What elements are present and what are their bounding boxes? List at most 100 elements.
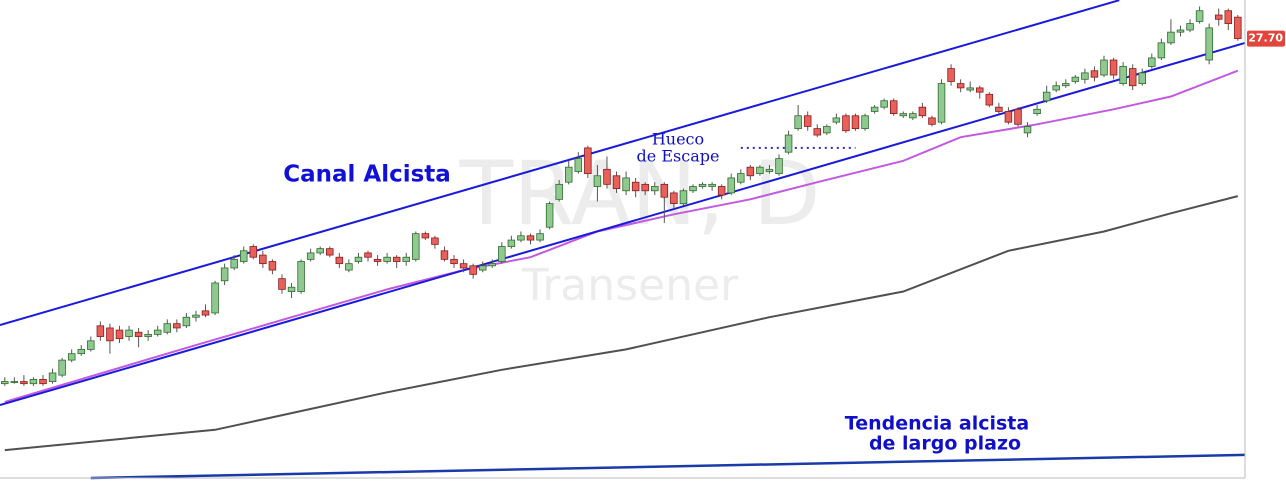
candle-body (144, 333, 152, 337)
candle-body (670, 192, 678, 205)
candle-body (1062, 83, 1070, 87)
candle-body (851, 115, 860, 130)
candle-body (230, 258, 238, 269)
candle-body (115, 329, 124, 340)
candle-body (412, 233, 420, 260)
annotation: Tendencia alcista (845, 413, 1029, 435)
candle-body (823, 126, 831, 134)
candle-body (928, 117, 936, 125)
candle-body (861, 115, 869, 130)
candle-body (1148, 57, 1156, 67)
candle-body (20, 381, 28, 385)
last-price-label: 27.70 (1248, 32, 1283, 45)
candle-body (431, 237, 439, 245)
candle-body (87, 340, 95, 350)
candle-body (880, 100, 888, 108)
candle-body (421, 233, 430, 239)
candle-body (1195, 10, 1204, 22)
candle-body (536, 233, 544, 241)
candle-body (803, 115, 812, 127)
candle-body (220, 267, 229, 282)
candle-body (832, 117, 841, 123)
candle-body (526, 235, 535, 241)
candle-body (784, 134, 793, 153)
trend-line (0, 41, 1246, 407)
trend-line (90, 453, 1246, 480)
candle-body (746, 166, 755, 177)
candle-body (717, 186, 726, 196)
candle-body (58, 359, 66, 376)
candle-body (1138, 72, 1146, 84)
candle-body (612, 175, 621, 190)
candle-body (469, 265, 477, 275)
candle-body (306, 252, 315, 260)
candle-body (134, 331, 143, 337)
candle-body (48, 372, 57, 382)
candle-body (1167, 31, 1175, 44)
candle-body (1205, 27, 1213, 61)
candle-body (1234, 16, 1242, 39)
candle-body (392, 256, 401, 262)
candle-body (1052, 85, 1060, 91)
candle-body (918, 106, 927, 117)
candle-body (373, 258, 382, 262)
candle-body (593, 175, 602, 187)
watermark-name: Transener (521, 260, 739, 311)
candle-body (39, 378, 47, 385)
trend-line (0, 0, 1120, 326)
candle-body (440, 250, 449, 260)
candle-body (402, 256, 410, 262)
candle-body (478, 265, 487, 271)
candle-body (201, 310, 210, 316)
candle-body (995, 106, 1003, 112)
candle-body (622, 177, 630, 192)
candle-body (316, 248, 324, 254)
candle-body (1214, 14, 1223, 20)
annotations: Canal Alcista Hueco de Escape Tendencia … (283, 130, 1029, 455)
candle-body (727, 177, 735, 194)
candle-body (1042, 91, 1051, 102)
candle-body (651, 186, 659, 192)
candle-body (297, 261, 305, 292)
watermark: TRAN, D Transener (458, 142, 820, 311)
candle-body (1033, 108, 1041, 115)
moving-average (4, 195, 1239, 452)
candle-body (899, 113, 908, 117)
candle-body (173, 323, 181, 329)
candle-body (976, 87, 984, 93)
ticks: 27.70 (1247, 30, 1285, 47)
candle-body (192, 314, 200, 318)
candle-body (10, 381, 19, 383)
candle-body (1, 381, 9, 385)
candle-body (641, 183, 649, 192)
candle-body (1014, 108, 1022, 125)
candle-body (1109, 59, 1118, 76)
candle-body (1176, 29, 1185, 33)
candle-body (574, 158, 583, 172)
candle-body (1128, 68, 1137, 87)
annotation: Canal Alcista (283, 162, 451, 188)
candle-body (106, 327, 114, 342)
candle-body (1004, 111, 1013, 123)
candle-body (1090, 70, 1099, 78)
last-price-box (1247, 30, 1285, 47)
candle-body (1157, 42, 1166, 59)
candle-body (660, 183, 669, 198)
candle-body (354, 256, 363, 262)
candle-body (278, 278, 286, 290)
candle-body (517, 235, 525, 241)
candle-body (947, 68, 955, 82)
candle-body (765, 168, 774, 172)
candle-body (545, 203, 554, 228)
candle-body (842, 115, 850, 132)
candle-body (125, 329, 133, 337)
candle-body (459, 263, 468, 269)
candle-body (956, 83, 965, 89)
candle-body (364, 252, 372, 258)
candle-body (631, 181, 640, 192)
candle-body (1081, 72, 1089, 80)
candle-body (937, 83, 946, 123)
candle-body (679, 190, 688, 205)
